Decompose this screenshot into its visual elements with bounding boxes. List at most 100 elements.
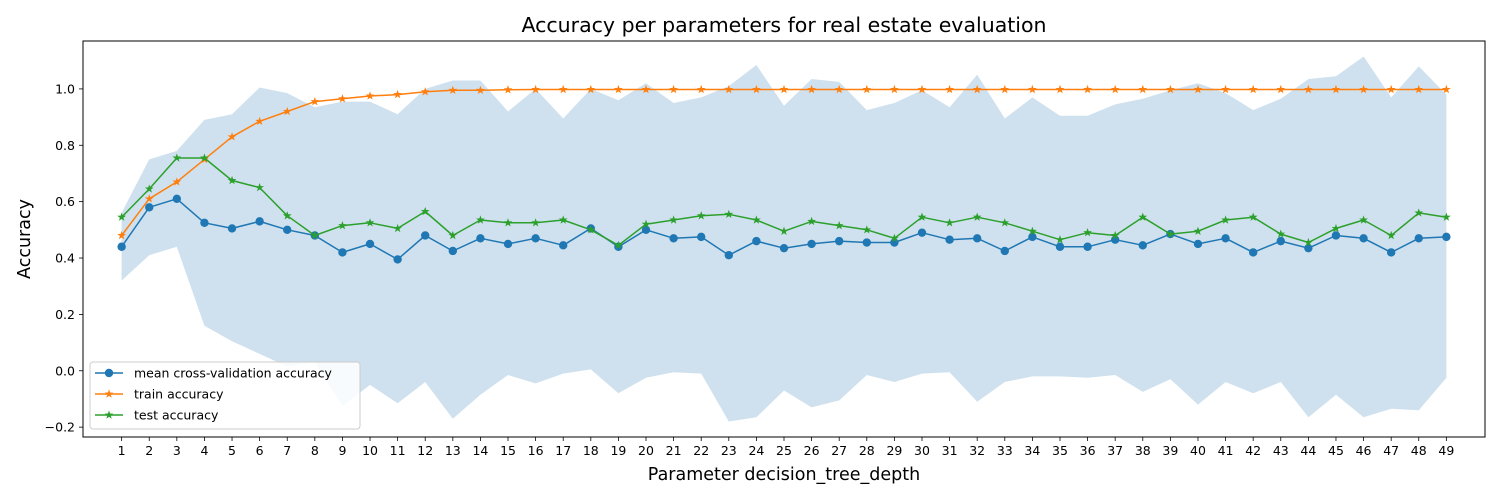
series-2-point (890, 233, 899, 243)
legend-label: mean cross-validation accuracy (134, 366, 333, 381)
series-0-point (338, 248, 347, 257)
series-2-point (752, 215, 761, 224)
x-tick-label: 6 (256, 443, 264, 458)
x-axis-label: Parameter decision_tree_depth (648, 465, 920, 485)
series-2-point (1138, 212, 1148, 221)
x-tick-label: 2 (145, 443, 153, 458)
x-tick-label: 25 (776, 443, 792, 458)
x-tick-label: 15 (500, 443, 516, 458)
legend-marker (104, 368, 114, 378)
y-axis-label: Accuracy (15, 199, 35, 279)
cv-std-band-layer (121, 56, 1447, 422)
series-2-point (200, 153, 209, 162)
series-1-point (614, 84, 623, 94)
x-tick-label: 45 (1328, 443, 1344, 458)
x-tick-label: 46 (1356, 443, 1372, 458)
legend-label: train accuracy (134, 387, 224, 402)
x-tick-label: 7 (283, 443, 291, 458)
series-1-point (227, 132, 237, 141)
series-0-point (283, 225, 292, 235)
series-2-point (779, 226, 789, 235)
series-1-point (172, 177, 182, 186)
series-0-point (669, 234, 678, 243)
series-1-point (1331, 84, 1341, 94)
series-0-point (1386, 248, 1396, 257)
x-tick-label: 17 (555, 443, 571, 458)
series-2-point (420, 206, 430, 216)
x-tick-label: 35 (1052, 443, 1068, 458)
series-1-point (255, 116, 264, 126)
series-2-point (117, 212, 127, 221)
x-tick-label: 1 (118, 443, 126, 458)
series-1-point (1110, 84, 1120, 94)
series-1-point (1221, 84, 1230, 94)
series-2-point (1083, 228, 1092, 237)
x-tick-label: 33 (997, 443, 1013, 458)
series-2-point (724, 209, 734, 219)
series-0-point (1276, 236, 1285, 246)
series-0-point (1138, 241, 1147, 250)
x-tick-label: 39 (1162, 443, 1178, 458)
series-0-point (1193, 239, 1203, 249)
series-2-point (1000, 218, 1010, 227)
series-1-point (393, 89, 402, 99)
series-2-point (558, 215, 568, 224)
x-tick-label: 48 (1411, 443, 1427, 458)
x-tick-label: 29 (886, 443, 902, 458)
series-0-point (1000, 246, 1009, 256)
x-tick-label: 44 (1300, 443, 1316, 458)
legend-box (89, 361, 361, 430)
x-tick-label: 40 (1190, 443, 1206, 458)
series-0-point (476, 234, 485, 243)
series-2-point (144, 184, 154, 193)
x-tick-label: 23 (721, 443, 737, 458)
series-0-point (1083, 242, 1092, 251)
x-tick-label: 9 (338, 443, 346, 458)
legend-marker (104, 389, 114, 398)
series-2-point (1193, 226, 1203, 235)
y-tick-label: 1.0 (55, 81, 75, 96)
series-0-point (752, 236, 761, 246)
series-2-point (1304, 237, 1313, 247)
x-tick-label: 27 (831, 443, 847, 458)
series-1-point (1138, 84, 1148, 94)
series-0-point (1055, 242, 1065, 251)
series-2-point (917, 212, 927, 221)
series-0-point (1304, 243, 1313, 253)
x-tick-label: 43 (1273, 443, 1289, 458)
series-2-point (1028, 226, 1037, 235)
x-tick-label: 49 (1438, 443, 1454, 458)
x-tick-label: 11 (390, 443, 406, 458)
series-1-point (282, 106, 292, 116)
series-0-point (365, 239, 375, 249)
series-1-point (1359, 84, 1368, 94)
series-2-point (945, 218, 954, 227)
series-2-point (448, 230, 458, 240)
series-0-point (227, 224, 237, 233)
series-2-point (641, 219, 651, 228)
series-1-point (586, 84, 596, 94)
series-1-point (1248, 84, 1258, 94)
series-0-point (1442, 232, 1451, 242)
series-2-point (1331, 223, 1341, 233)
series-1-point (724, 84, 734, 94)
series-1-point (862, 84, 872, 94)
series-2-point (1248, 212, 1258, 221)
x-tick-label: 13 (445, 443, 461, 458)
series-2-point (255, 182, 264, 192)
series-2-point (586, 225, 596, 234)
series-layer (117, 84, 1451, 264)
series-0-point (531, 234, 540, 243)
series-2-point (503, 218, 513, 227)
series-0-point (393, 255, 402, 264)
series-2-point (1414, 208, 1424, 217)
y-tick-label: 0.4 (55, 251, 75, 266)
series-0-point (1028, 232, 1037, 242)
series-0-point (1414, 234, 1423, 243)
series-1-point (696, 84, 706, 94)
series-1-point (1193, 84, 1203, 94)
series-1-point (807, 84, 816, 94)
series-0-point (1359, 234, 1368, 243)
y-tick-label: −0.2 (45, 420, 75, 435)
